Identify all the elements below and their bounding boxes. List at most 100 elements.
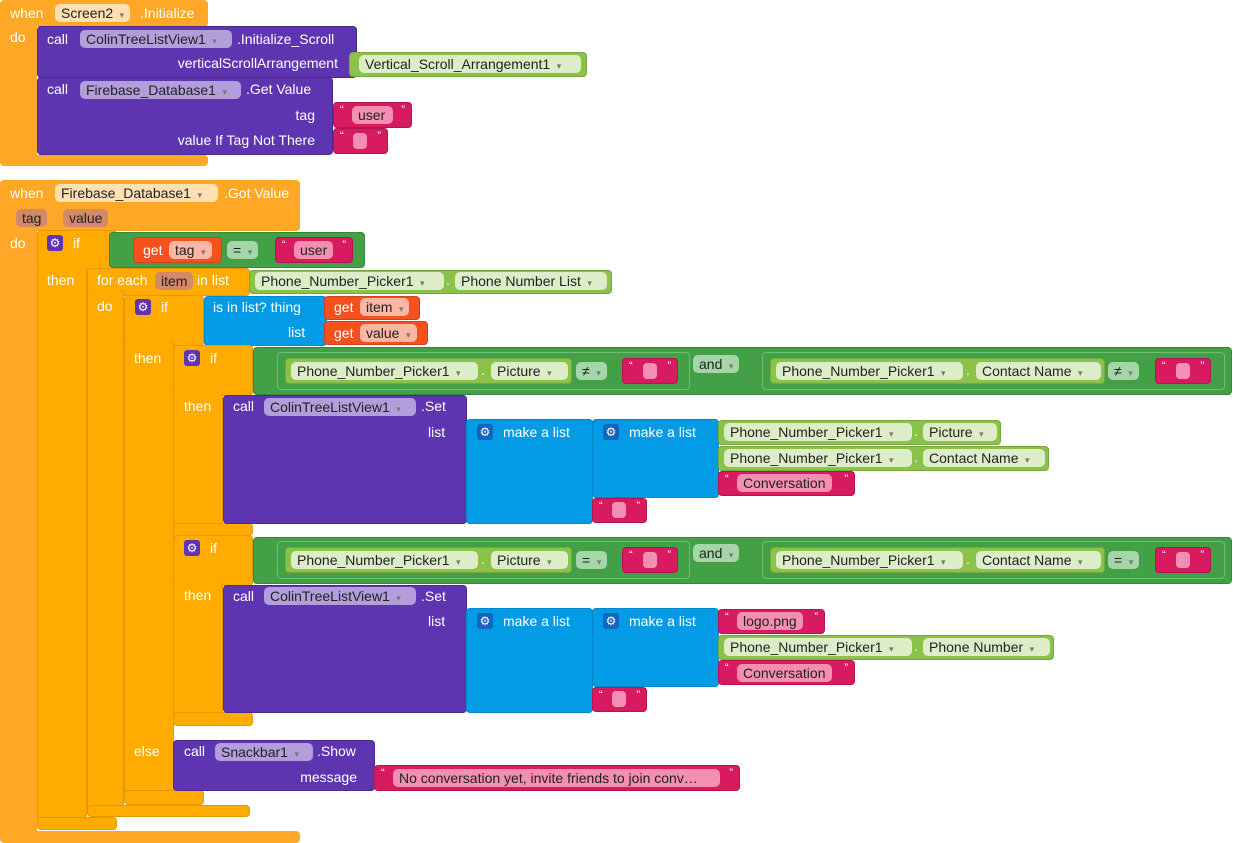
text-field[interactable]: logo.png bbox=[737, 612, 803, 630]
component-dropdown[interactable]: Phone_Number_Picker1 bbox=[724, 638, 912, 656]
operator-dropdown[interactable]: = bbox=[227, 241, 259, 259]
when-label: when bbox=[10, 185, 44, 201]
gear-icon[interactable]: ⚙ bbox=[135, 299, 151, 315]
then-label: then bbox=[47, 272, 75, 288]
property-dropdown[interactable]: Picture bbox=[491, 362, 568, 380]
text-field[interactable] bbox=[643, 363, 657, 379]
method-name: .Set bbox=[421, 398, 446, 414]
variable-dropdown[interactable]: value bbox=[360, 324, 417, 342]
operator-dropdown[interactable]: ≠ bbox=[576, 362, 607, 380]
param-label: tag bbox=[295, 107, 315, 123]
and-dropdown[interactable]: and bbox=[693, 544, 740, 562]
operator-dropdown[interactable]: = bbox=[1108, 551, 1140, 569]
list-label: list bbox=[288, 324, 306, 340]
then-label: then bbox=[184, 587, 212, 603]
do-label: do bbox=[10, 29, 26, 45]
do-label: do bbox=[97, 298, 113, 314]
for-each-stem bbox=[87, 290, 124, 812]
is-in-list-block[interactable] bbox=[204, 296, 327, 346]
property-dropdown[interactable]: Contact Name bbox=[923, 449, 1045, 467]
param-label: value If Tag Not There bbox=[177, 132, 315, 148]
message-label: message bbox=[300, 769, 357, 785]
if-stem bbox=[173, 390, 223, 530]
event-footer bbox=[0, 831, 300, 843]
if-label: if bbox=[210, 350, 217, 366]
if-label: if bbox=[73, 235, 80, 251]
text-field[interactable]: No conversation yet, invite friends to j… bbox=[393, 769, 720, 787]
text-field[interactable]: user bbox=[352, 106, 393, 124]
make-a-list-label: make a list bbox=[503, 613, 570, 629]
is-in-list-label: is in list? thing bbox=[213, 299, 301, 315]
event-name: .Initialize bbox=[140, 5, 195, 21]
text-field[interactable] bbox=[1176, 552, 1190, 568]
component-dropdown[interactable]: Phone_Number_Picker1 bbox=[291, 362, 478, 380]
gear-icon[interactable]: ⚙ bbox=[47, 235, 63, 251]
property-dropdown[interactable]: Picture bbox=[491, 551, 568, 569]
component-dropdown[interactable]: Phone_Number_Picker1 bbox=[724, 449, 912, 467]
property-dropdown[interactable]: Picture bbox=[923, 423, 997, 441]
for-each-footer bbox=[87, 805, 250, 817]
param-value[interactable]: value bbox=[63, 209, 109, 227]
text-field[interactable] bbox=[643, 552, 657, 568]
property-dropdown[interactable]: Phone Number bbox=[923, 638, 1050, 656]
param-tag[interactable]: tag bbox=[16, 209, 48, 227]
gear-icon[interactable]: ⚙ bbox=[477, 424, 493, 440]
gear-icon[interactable]: ⚙ bbox=[184, 350, 200, 366]
then-label: then bbox=[134, 350, 162, 366]
component-dropdown[interactable]: ColinTreeListView1 bbox=[264, 398, 416, 416]
event-footer bbox=[0, 155, 208, 166]
text-field[interactable]: Conversation bbox=[737, 474, 832, 492]
if-footer bbox=[37, 817, 117, 830]
component-dropdown[interactable]: Firebase_Database1 bbox=[80, 81, 241, 99]
if-stem bbox=[37, 265, 87, 825]
component-dropdown[interactable]: Phone_Number_Picker1 bbox=[776, 362, 963, 380]
if-stem bbox=[124, 340, 174, 802]
event-stem bbox=[0, 225, 37, 837]
gear-icon[interactable]: ⚙ bbox=[603, 613, 619, 629]
call-set-block[interactable] bbox=[223, 395, 467, 524]
text-field[interactable] bbox=[612, 691, 626, 707]
for-each-label: for each bbox=[97, 272, 148, 288]
text-field[interactable]: user bbox=[294, 241, 334, 259]
component-dropdown[interactable]: Phone_Number_Picker1 bbox=[776, 551, 963, 569]
component-dropdown[interactable]: Phone_Number_Picker1 bbox=[291, 551, 478, 569]
call-label: call bbox=[47, 31, 69, 47]
text-field[interactable] bbox=[353, 133, 367, 149]
property-dropdown[interactable]: Phone Number List bbox=[455, 272, 607, 290]
variable-dropdown[interactable]: item bbox=[360, 298, 410, 316]
event-name: .Got Value bbox=[224, 185, 290, 201]
method-name: .Get Value bbox=[246, 81, 312, 97]
variable-dropdown[interactable]: tag bbox=[169, 241, 212, 259]
component-dropdown[interactable]: Phone_Number_Picker1 bbox=[255, 272, 444, 290]
component-dropdown[interactable]: ColinTreeListView1 bbox=[264, 587, 416, 605]
gear-icon[interactable]: ⚙ bbox=[603, 424, 619, 440]
component-dropdown[interactable]: Firebase_Database1 bbox=[55, 184, 218, 202]
text-field[interactable] bbox=[612, 502, 626, 518]
component-dropdown[interactable]: Vertical_Scroll_Arrangement1 bbox=[359, 55, 581, 73]
text-field[interactable] bbox=[1176, 363, 1190, 379]
component-dropdown[interactable]: Phone_Number_Picker1 bbox=[724, 423, 912, 441]
property-dropdown[interactable]: Contact Name bbox=[976, 551, 1101, 569]
call-label: call bbox=[233, 398, 255, 414]
param-label: verticalScrollArrangement bbox=[177, 55, 338, 71]
gear-icon[interactable]: ⚙ bbox=[184, 540, 200, 556]
in-list-label: in list bbox=[197, 272, 229, 288]
make-a-list-label: make a list bbox=[503, 424, 570, 440]
property-dropdown[interactable]: Contact Name bbox=[976, 362, 1101, 380]
method-name: .Show bbox=[317, 743, 356, 759]
if-label: if bbox=[210, 540, 217, 556]
text-field[interactable]: Conversation bbox=[737, 664, 832, 682]
and-dropdown[interactable]: and bbox=[693, 355, 740, 373]
then-label: then bbox=[184, 398, 212, 414]
call-label: call bbox=[47, 81, 69, 97]
method-name: .Set bbox=[421, 588, 446, 604]
operator-dropdown[interactable]: = bbox=[576, 551, 608, 569]
component-dropdown[interactable]: Screen2 bbox=[55, 4, 131, 22]
gear-icon[interactable]: ⚙ bbox=[477, 613, 493, 629]
loop-variable[interactable]: item bbox=[155, 272, 194, 290]
operator-dropdown[interactable]: ≠ bbox=[1108, 362, 1139, 380]
if-label: if bbox=[161, 299, 168, 315]
component-dropdown[interactable]: Snackbar1 bbox=[215, 743, 313, 761]
component-dropdown[interactable]: ColinTreeListView1 bbox=[80, 30, 232, 48]
if-footer bbox=[173, 712, 253, 726]
